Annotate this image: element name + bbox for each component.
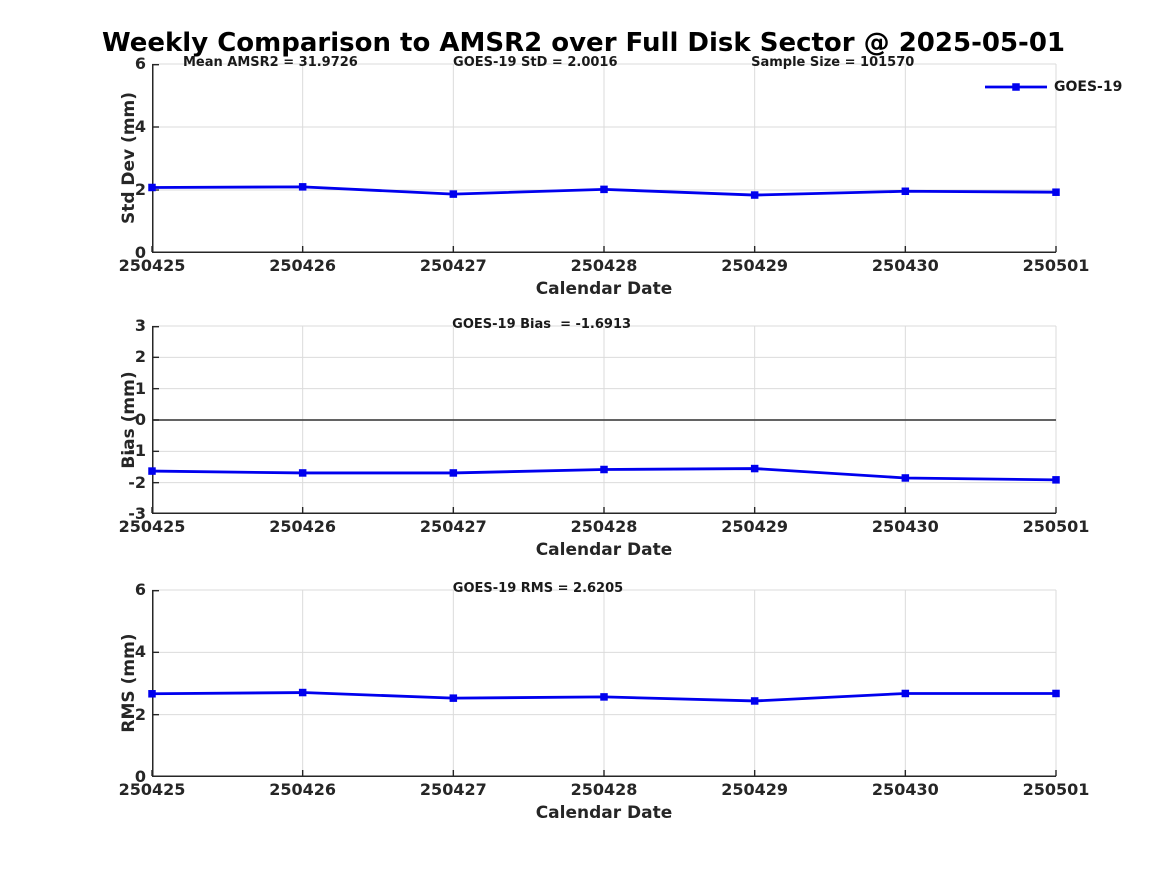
- stat-annotation: GOES-19 Bias = -1.6913: [452, 317, 632, 332]
- plot-area-bias: [148, 325, 1060, 515]
- x-tick-label: 250425: [118, 256, 186, 275]
- y-tick-label: 4: [134, 117, 146, 136]
- x-axis-label: Calendar Date: [535, 540, 673, 560]
- y-tick-label: 2: [134, 705, 146, 724]
- y-tick-label: -3: [128, 504, 146, 523]
- x-tick-label: 250501: [1022, 256, 1090, 275]
- x-tick-label: 250501: [1022, 517, 1090, 536]
- stat-annotation: GOES-19 StD = 2.0016: [453, 55, 618, 70]
- x-tick-label: 250429: [721, 780, 789, 799]
- x-tick-label: 250429: [721, 517, 789, 536]
- x-tick-label: 250430: [871, 517, 939, 536]
- legend: GOES-19: [985, 79, 1122, 95]
- plot-area-rms: [148, 589, 1060, 778]
- y-tick-label: 0: [134, 410, 146, 429]
- stat-annotation: Mean AMSR2 = 31.9726: [182, 55, 358, 70]
- y-tick-label: 6: [134, 580, 146, 599]
- subplot-std-dev: Std Dev (mm) Mean AMSR2 = 31.9726 GOES-19…: [0, 54, 1167, 326]
- x-tick-label: 250426: [269, 517, 337, 536]
- legend-line-marker-swatch: [985, 83, 1047, 91]
- x-axis-label: Calendar Date: [535, 803, 673, 823]
- subplot-bias: Bias (mm) GOES-19 Bias = -1.6913 -3 -2 -1 0…: [0, 316, 1167, 588]
- legend-label: GOES-19: [1054, 79, 1123, 95]
- x-tick-label: 250427: [419, 256, 487, 275]
- x-axis-label: Calendar Date: [535, 279, 673, 299]
- x-tick-label: 250425: [118, 780, 186, 799]
- x-tick-label: 250426: [269, 256, 337, 275]
- x-tick-label: 250429: [721, 256, 789, 275]
- x-tick-label: 250428: [570, 256, 638, 275]
- stat-annotation: GOES-19 RMS = 2.6205: [452, 581, 624, 596]
- figure-title: Weekly Comparison to AMSR2 over Full Dis…: [101, 28, 1066, 58]
- x-tick-label: 250427: [419, 517, 487, 536]
- y-tick-label: 4: [134, 642, 146, 661]
- y-tick-label: 2: [134, 180, 146, 199]
- y-tick-label: 6: [134, 54, 146, 73]
- x-tick-label: 250430: [871, 780, 939, 799]
- x-tick-label: 250426: [269, 780, 337, 799]
- x-tick-label: 250428: [570, 780, 638, 799]
- x-tick-label: 250430: [871, 256, 939, 275]
- x-tick-label: 250501: [1022, 780, 1090, 799]
- y-tick-label: 2: [134, 347, 146, 366]
- y-tick-label: 1: [134, 379, 146, 398]
- y-tick-label: 3: [134, 316, 146, 335]
- y-tick-label: 0: [134, 243, 146, 262]
- stat-annotation: Sample Size = 101570: [751, 55, 915, 70]
- x-tick-label: 250427: [419, 780, 487, 799]
- x-tick-label: 250428: [570, 517, 638, 536]
- y-tick-label: 0: [134, 767, 146, 786]
- x-tick-label: 250425: [118, 517, 186, 536]
- y-tick-label: -1: [128, 441, 146, 460]
- y-tick-label: -2: [128, 473, 146, 492]
- y-axis-label-std-dev: Std Dev (mm): [119, 91, 139, 225]
- plot-area-std-dev: [148, 63, 1060, 254]
